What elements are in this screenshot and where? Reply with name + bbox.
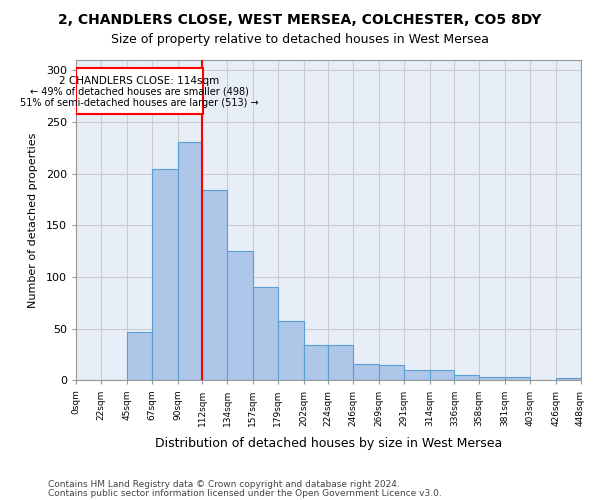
X-axis label: Distribution of detached houses by size in West Mersea: Distribution of detached houses by size … — [155, 437, 502, 450]
Bar — [304, 346, 328, 380]
Text: Contains public sector information licensed under the Open Government Licence v3: Contains public sector information licen… — [48, 489, 442, 498]
Text: 2, CHANDLERS CLOSE, WEST MERSEA, COLCHESTER, CO5 8DY: 2, CHANDLERS CLOSE, WEST MERSEA, COLCHES… — [58, 12, 542, 26]
Bar — [505, 378, 530, 380]
Bar — [202, 190, 227, 380]
Text: Contains HM Land Registry data © Crown copyright and database right 2024.: Contains HM Land Registry data © Crown c… — [48, 480, 400, 489]
Bar — [353, 364, 379, 380]
Bar — [227, 252, 253, 380]
Text: 51% of semi-detached houses are larger (513) →: 51% of semi-detached houses are larger (… — [20, 98, 259, 108]
Bar — [152, 168, 178, 380]
Bar — [253, 288, 278, 380]
Bar — [404, 370, 430, 380]
Bar — [127, 332, 152, 380]
Bar — [556, 378, 581, 380]
Text: Size of property relative to detached houses in West Mersea: Size of property relative to detached ho… — [111, 32, 489, 46]
Bar — [479, 378, 505, 380]
Bar — [328, 346, 353, 380]
Bar — [178, 142, 202, 380]
Bar — [430, 370, 454, 380]
Bar — [76, 68, 203, 114]
Text: ← 49% of detached houses are smaller (498): ← 49% of detached houses are smaller (49… — [30, 87, 248, 97]
Bar — [454, 376, 479, 380]
Text: 2 CHANDLERS CLOSE: 114sqm: 2 CHANDLERS CLOSE: 114sqm — [59, 76, 220, 86]
Bar — [278, 320, 304, 380]
Y-axis label: Number of detached properties: Number of detached properties — [28, 132, 38, 308]
Bar — [379, 365, 404, 380]
